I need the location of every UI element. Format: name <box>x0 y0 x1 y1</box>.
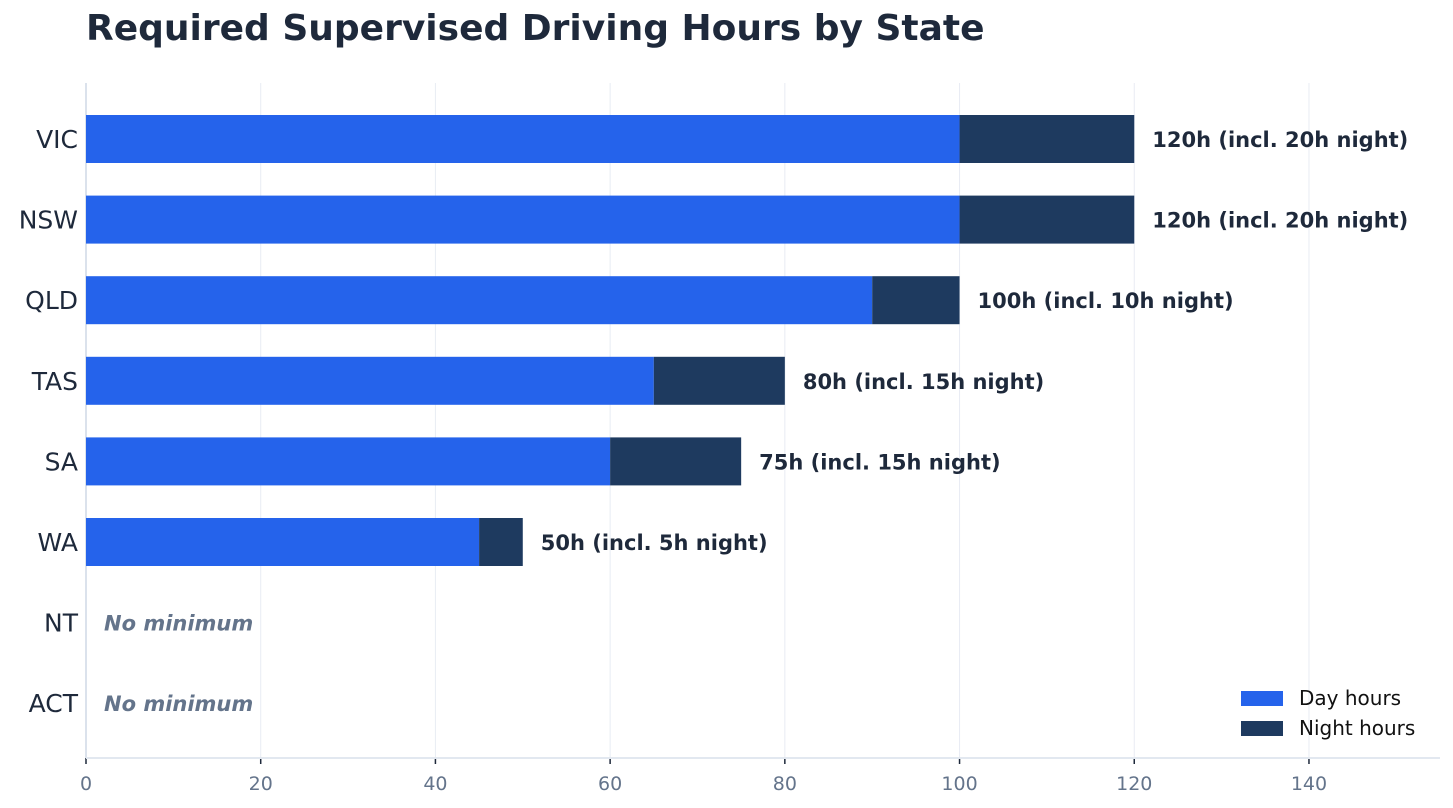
night-hours-bar <box>610 437 742 486</box>
legend-swatch <box>1241 691 1283 706</box>
legend-label: Night hours <box>1299 716 1415 740</box>
category-label: VIC <box>36 125 78 154</box>
x-tick-label: 40 <box>423 773 447 795</box>
legend-label: Day hours <box>1299 686 1401 710</box>
night-hours-bar <box>872 276 960 325</box>
x-tick-label: 80 <box>773 773 797 795</box>
category-label: SA <box>45 447 78 476</box>
data-label: 120h (incl. 20h night) <box>1152 128 1408 152</box>
data-label: No minimum <box>104 692 253 716</box>
night-hours-bar <box>959 195 1135 244</box>
category-label: NSW <box>19 206 78 235</box>
day-hours-bar <box>86 356 654 405</box>
day-hours-bar <box>86 437 611 486</box>
data-label: 100h (incl. 10h night) <box>978 289 1234 313</box>
data-label: 120h (incl. 20h night) <box>1152 209 1408 233</box>
category-label: NT <box>44 609 79 638</box>
category-label: WA <box>38 528 78 557</box>
category-label: TAS <box>31 367 78 396</box>
x-tick-label: 120 <box>1116 773 1152 795</box>
x-tick-label: 100 <box>941 773 977 795</box>
day-hours-bar <box>86 115 960 163</box>
data-label: 75h (incl. 15h night) <box>759 450 1000 474</box>
x-tick-label: 60 <box>598 773 622 795</box>
day-hours-bar <box>86 518 480 566</box>
night-hours-bar <box>653 356 785 405</box>
night-hours-bar <box>959 115 1135 163</box>
day-hours-bar <box>86 195 960 244</box>
data-label: 80h (incl. 15h night) <box>803 370 1044 394</box>
day-hours-bar <box>86 276 873 325</box>
x-tick-label: 0 <box>80 773 92 795</box>
x-tick-label: 20 <box>249 773 273 795</box>
chart-title: Required Supervised Driving Hours by Sta… <box>86 8 985 49</box>
data-label: No minimum <box>104 612 253 636</box>
legend-swatch <box>1241 721 1283 736</box>
data-label: 50h (incl. 5h night) <box>541 531 768 555</box>
category-label: ACT <box>29 689 79 718</box>
category-label: QLD <box>25 286 78 315</box>
x-tick-label: 140 <box>1291 773 1327 795</box>
night-hours-bar <box>479 518 523 566</box>
